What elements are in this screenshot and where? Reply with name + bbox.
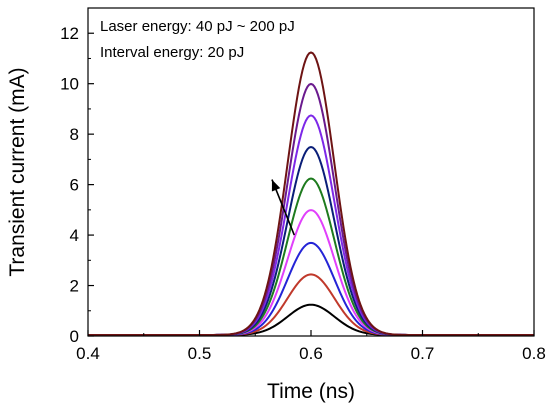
x-axis-title: Time (ns) (267, 380, 355, 403)
arrow-head (271, 179, 281, 192)
x-tick-label: 0.6 (299, 344, 323, 363)
x-tick-label: 0.8 (522, 344, 546, 363)
series-line-6 (88, 145, 534, 336)
y-tick-label: 10 (60, 75, 79, 94)
x-tick-label: 0.5 (188, 344, 212, 363)
y-axis: 0 2 4 6 8 10 12 (60, 24, 94, 346)
y-tick-label: 0 (70, 327, 79, 346)
annotation-laser-energy: Laser energy: 40 pJ ~ 200 pJ (100, 18, 295, 35)
y-tick-label: 8 (70, 125, 79, 144)
y-tick-label: 6 (70, 176, 79, 195)
annotation-interval-energy: Interval energy: 20 pJ (100, 44, 244, 61)
y-tick-label: 12 (60, 24, 79, 43)
series-curves (88, 51, 534, 336)
series-line-5 (88, 177, 534, 336)
series-line-7 (88, 114, 534, 336)
x-tick-label: 0.7 (411, 344, 435, 363)
x-tick-label: 0.4 (76, 344, 100, 363)
annotation-block: Laser energy: 40 pJ ~ 200 pJ Interval en… (100, 18, 295, 61)
y-axis-title: Transient current (mA) (6, 67, 29, 276)
series-line-3 (88, 241, 534, 336)
series-line-4 (88, 209, 534, 336)
x-axis: 0.4 0.5 0.6 0.7 0.8 (76, 330, 546, 363)
increasing-energy-arrow (271, 179, 296, 236)
y-tick-label: 4 (70, 226, 79, 245)
y-tick-label: 2 (70, 277, 79, 296)
series-line-9 (88, 51, 534, 336)
